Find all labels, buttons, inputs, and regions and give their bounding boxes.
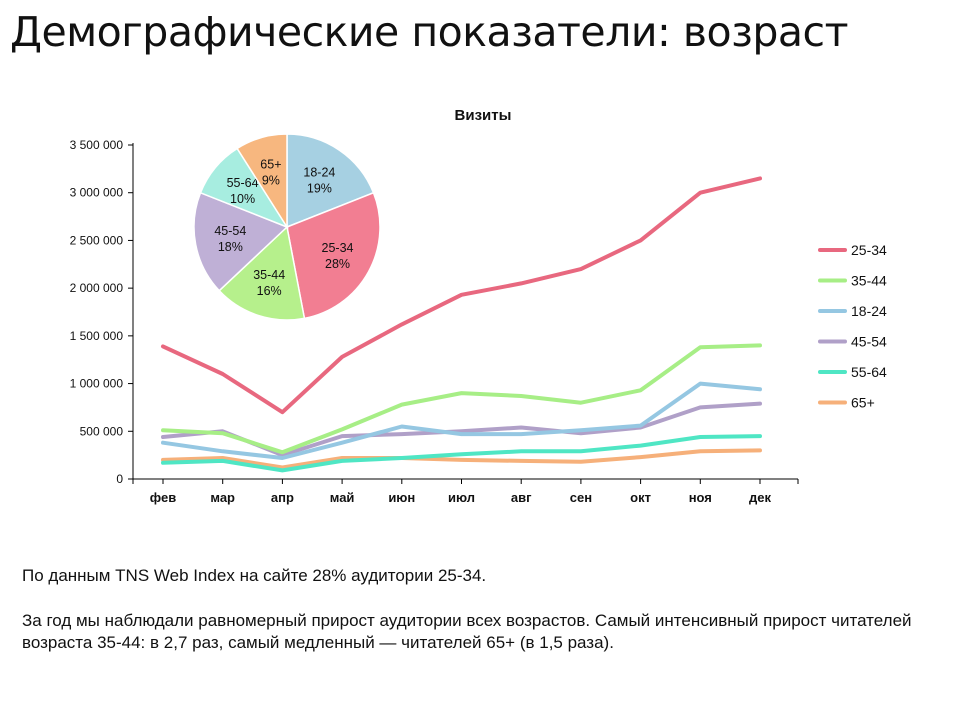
series-line-55-64 bbox=[161, 434, 762, 473]
x-axis: фев мар апр май июн июл авг сен окт ноя дек bbox=[132, 478, 799, 505]
chart: Визиты 0 500 000 1 000 000 1 500 000 2 000 0… bbox=[70, 107, 887, 505]
y-tick-label: 3 500 000 bbox=[70, 138, 124, 152]
y-tick-label: 500 000 bbox=[80, 424, 124, 438]
y-tick-label: 0 bbox=[116, 472, 123, 486]
legend-item-65plus: 65+ bbox=[818, 395, 875, 411]
pie-slice-label: 35-44 bbox=[253, 268, 285, 282]
y-tick-label: 3 000 000 bbox=[70, 186, 124, 200]
x-tick-label: мар bbox=[210, 490, 235, 505]
pie-slice-35-44: 35-44 16% bbox=[218, 225, 306, 321]
page-title: Демографические показатели: возраст bbox=[10, 8, 848, 56]
pie-slice-label: 18-24 bbox=[303, 165, 335, 179]
pie-slice-percent: 10% bbox=[230, 192, 255, 206]
pie-slice-percent: 19% bbox=[307, 181, 332, 195]
y-tick-label: 2 500 000 bbox=[70, 233, 124, 247]
legend-item-18-24: 18-24 bbox=[818, 303, 887, 319]
pie-slice-percent: 18% bbox=[218, 240, 243, 254]
x-tick-label: авг bbox=[511, 490, 532, 505]
x-tick-label: сен bbox=[570, 490, 592, 505]
pie-slice-25-34: 25-34 28% bbox=[286, 191, 381, 320]
x-tick-label: апр bbox=[271, 490, 294, 505]
pie-slice-shape bbox=[286, 191, 381, 320]
series-line-45-54 bbox=[161, 401, 762, 458]
x-tick-label: дек bbox=[749, 490, 771, 505]
legend-label: 18-24 bbox=[851, 303, 887, 319]
summary-paragraph-1: По данным TNS Web Index на сайте 28% ауд… bbox=[22, 566, 487, 585]
pie-slice-18-24: 18-24 19% bbox=[286, 133, 375, 229]
series-line-35-44 bbox=[161, 343, 762, 455]
series-line-65plus bbox=[161, 448, 762, 470]
x-tick-label: май bbox=[330, 490, 355, 505]
y-tick-label: 1 500 000 bbox=[70, 329, 124, 343]
legend-label: 65+ bbox=[851, 395, 875, 411]
legend-item-25-34: 25-34 bbox=[818, 242, 887, 258]
y-axis: 0 500 000 1 000 000 1 500 000 2 000 000 2 500… bbox=[70, 138, 134, 486]
series-line-25-34 bbox=[161, 176, 762, 415]
x-tick-label: окт bbox=[630, 490, 651, 505]
pie-slice-label: 55-64 bbox=[227, 176, 259, 190]
pie-chart: 18-24 19% 25-34 28% 35-44 16% 45-54 18% 55-64 10%… bbox=[193, 133, 381, 321]
series-line-18-24 bbox=[161, 381, 762, 460]
legend-item-55-64: 55-64 bbox=[818, 364, 887, 380]
pie-slice-label: 25-34 bbox=[322, 241, 354, 255]
legend-label: 25-34 bbox=[851, 242, 887, 258]
x-tick-label: фев bbox=[150, 490, 176, 505]
pie-slice-shape bbox=[286, 133, 375, 229]
x-tick-label: июл bbox=[448, 490, 475, 505]
y-tick-label: 1 000 000 bbox=[70, 377, 124, 391]
summary-paragraph-2: За год мы наблюдали равномерный прирост … bbox=[22, 611, 912, 652]
pie-slice-shape bbox=[193, 191, 289, 292]
pie-slice-label: 65+ bbox=[260, 158, 281, 172]
pie-slice-percent: 16% bbox=[257, 284, 282, 298]
series-lines bbox=[161, 176, 762, 473]
chart-title: Визиты bbox=[455, 107, 512, 124]
x-tick-label: ноя bbox=[689, 490, 712, 505]
pie-slice-shape bbox=[236, 133, 288, 230]
pie-slice-percent: 28% bbox=[325, 257, 350, 271]
pie-slice-percent: 9% bbox=[262, 174, 280, 188]
legend: 25-34 35-44 18-24 45-54 55-64 65+ bbox=[818, 242, 887, 411]
pie-slice-65plus: 65+9% bbox=[236, 133, 288, 230]
legend-item-35-44: 35-44 bbox=[818, 273, 887, 289]
y-tick-label: 2 000 000 bbox=[70, 281, 124, 295]
x-tick-label: июн bbox=[388, 490, 415, 505]
pie-slice-label: 45-54 bbox=[214, 224, 246, 238]
legend-label: 45-54 bbox=[851, 334, 887, 350]
legend-label: 55-64 bbox=[851, 364, 887, 380]
pie-slice-shape bbox=[218, 225, 306, 321]
legend-label: 35-44 bbox=[851, 273, 887, 289]
legend-item-45-54: 45-54 bbox=[818, 334, 887, 350]
pie-slice-45-54: 45-54 18% bbox=[193, 191, 289, 292]
